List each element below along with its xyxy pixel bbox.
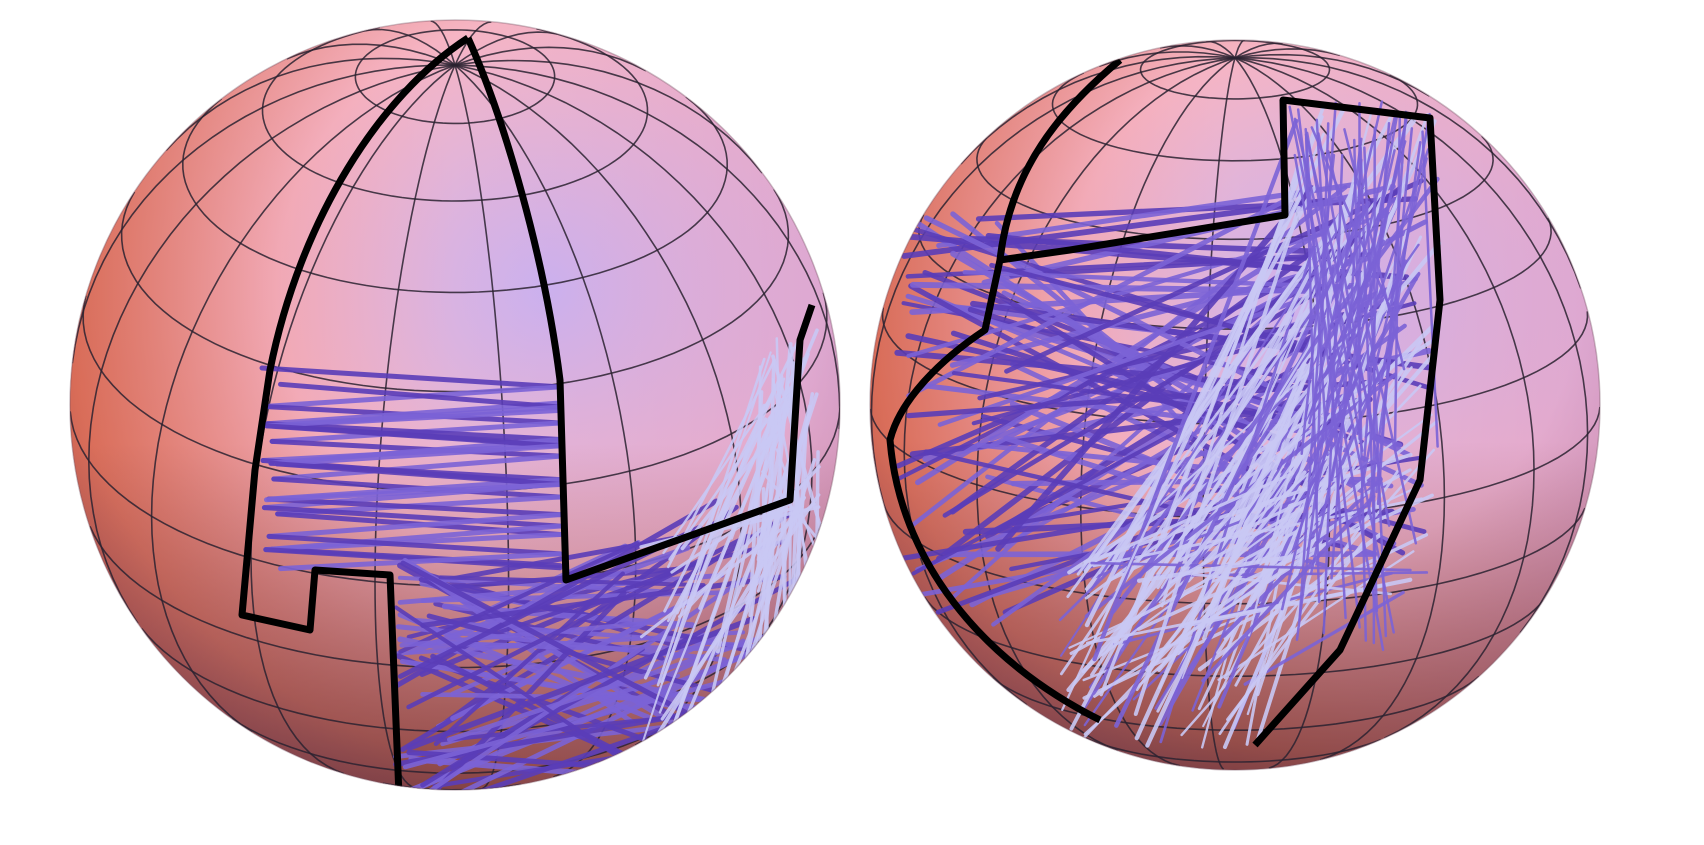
right-grid-meridian — [1234, 48, 1341, 59]
trajectory-segment — [274, 461, 563, 487]
trajectory-segment — [263, 547, 563, 571]
right-grid-meridian — [903, 57, 1236, 706]
trajectory-segment — [1085, 583, 1389, 645]
trajectory-segment — [278, 551, 563, 572]
left-grid-parallel — [120, 188, 790, 393]
left-grid-meridian — [71, 64, 456, 364]
trajectory-segment — [265, 421, 563, 442]
trajectory-segment — [392, 498, 719, 690]
trajectory-segment — [397, 575, 662, 594]
trajectory-segment — [395, 624, 727, 663]
trajectory-segment — [1375, 127, 1414, 494]
left-grid-meridian — [454, 21, 492, 66]
trajectory-segment — [278, 381, 563, 410]
left-grid-meridian — [454, 64, 840, 430]
trajectory-segment — [1295, 137, 1363, 641]
trajectory-segment — [995, 185, 1315, 552]
trajectory-segment — [1310, 126, 1397, 322]
trajectory-segment — [644, 495, 807, 756]
trajectory-segment — [261, 505, 563, 529]
right-grid-meridian — [1159, 44, 1236, 59]
trajectory-segment — [1061, 152, 1321, 711]
left-grid-meridian — [454, 46, 647, 72]
trajectory-segment — [656, 357, 766, 687]
left-grid-parallel — [261, 26, 649, 202]
trajectory-segment — [660, 493, 821, 721]
trajectory-segment — [1368, 119, 1408, 303]
trajectory-segment — [1094, 472, 1294, 563]
trajectory-segment — [1372, 126, 1376, 645]
trajectory-segment — [658, 390, 791, 714]
left-grid-parallel — [181, 96, 729, 294]
trajectory-segment — [398, 541, 640, 654]
right-grid-meridian — [870, 57, 1236, 505]
trajectory-segment — [639, 502, 816, 639]
trajectory-segment — [1202, 382, 1377, 728]
trajectory-segment — [1136, 493, 1434, 631]
right-grid-meridian — [960, 55, 1236, 165]
trajectory-segment — [911, 333, 1359, 576]
trajectory-segment — [1160, 165, 1299, 608]
trajectory-segment — [1218, 179, 1392, 573]
left-sphere-region-boundary — [238, 35, 816, 790]
trajectory-segment — [271, 453, 563, 482]
left-grid-parallel — [354, 29, 556, 125]
trajectory-segment — [1193, 512, 1377, 631]
trajectory-segment — [1201, 494, 1376, 683]
trajectory-segment — [1145, 118, 1437, 748]
trajectory-segment — [814, 450, 820, 574]
trajectory-segment — [1288, 105, 1395, 634]
trajectory-segment — [266, 533, 563, 557]
trajectory-segment — [937, 286, 1337, 427]
trajectory-segment — [264, 423, 563, 449]
trajectory-segment — [1180, 448, 1436, 737]
trajectory-segment — [263, 481, 563, 503]
trajectory-segment — [269, 438, 563, 459]
left-grid-meridian — [454, 59, 763, 174]
trajectory-segment — [442, 797, 734, 798]
right-sphere-region-boundary — [886, 57, 1444, 748]
trajectory-segment — [1226, 540, 1366, 722]
right-grid-meridian — [1099, 51, 1236, 68]
trajectory-segment — [274, 443, 563, 467]
right-sphere — [869, 39, 1601, 771]
trajectory-segment — [1090, 561, 1412, 572]
trajectory-segment — [263, 523, 563, 553]
trajectory-segment — [266, 512, 563, 539]
trajectory-segment — [406, 533, 751, 710]
trajectory-segment — [264, 404, 563, 429]
right-sphere-trajectories — [894, 100, 1442, 750]
trajectory-segment — [715, 416, 773, 654]
right-grid-parallel — [1139, 40, 1331, 100]
trajectory-segment — [1168, 499, 1318, 585]
trajectory-segment — [259, 365, 563, 390]
trajectory-segment — [1300, 153, 1336, 456]
left-sphere — [69, 19, 841, 798]
trajectory-segment — [1358, 122, 1391, 524]
trajectory-segment — [406, 616, 756, 751]
trajectory-segment — [1181, 401, 1328, 571]
trajectory-segment — [1421, 130, 1439, 448]
right-grid-parallel — [1085, 737, 1382, 763]
left-grid-meridian — [150, 64, 456, 733]
trajectory-segment — [1353, 138, 1368, 642]
trajectory-segment — [392, 572, 753, 790]
trajectory-segment — [748, 390, 764, 618]
trajectory-segment — [1304, 136, 1321, 604]
trajectory-segment — [1136, 554, 1297, 583]
trajectory-segment — [985, 232, 1307, 273]
trajectory-segment — [266, 496, 563, 518]
trajectory-segment — [675, 391, 775, 615]
